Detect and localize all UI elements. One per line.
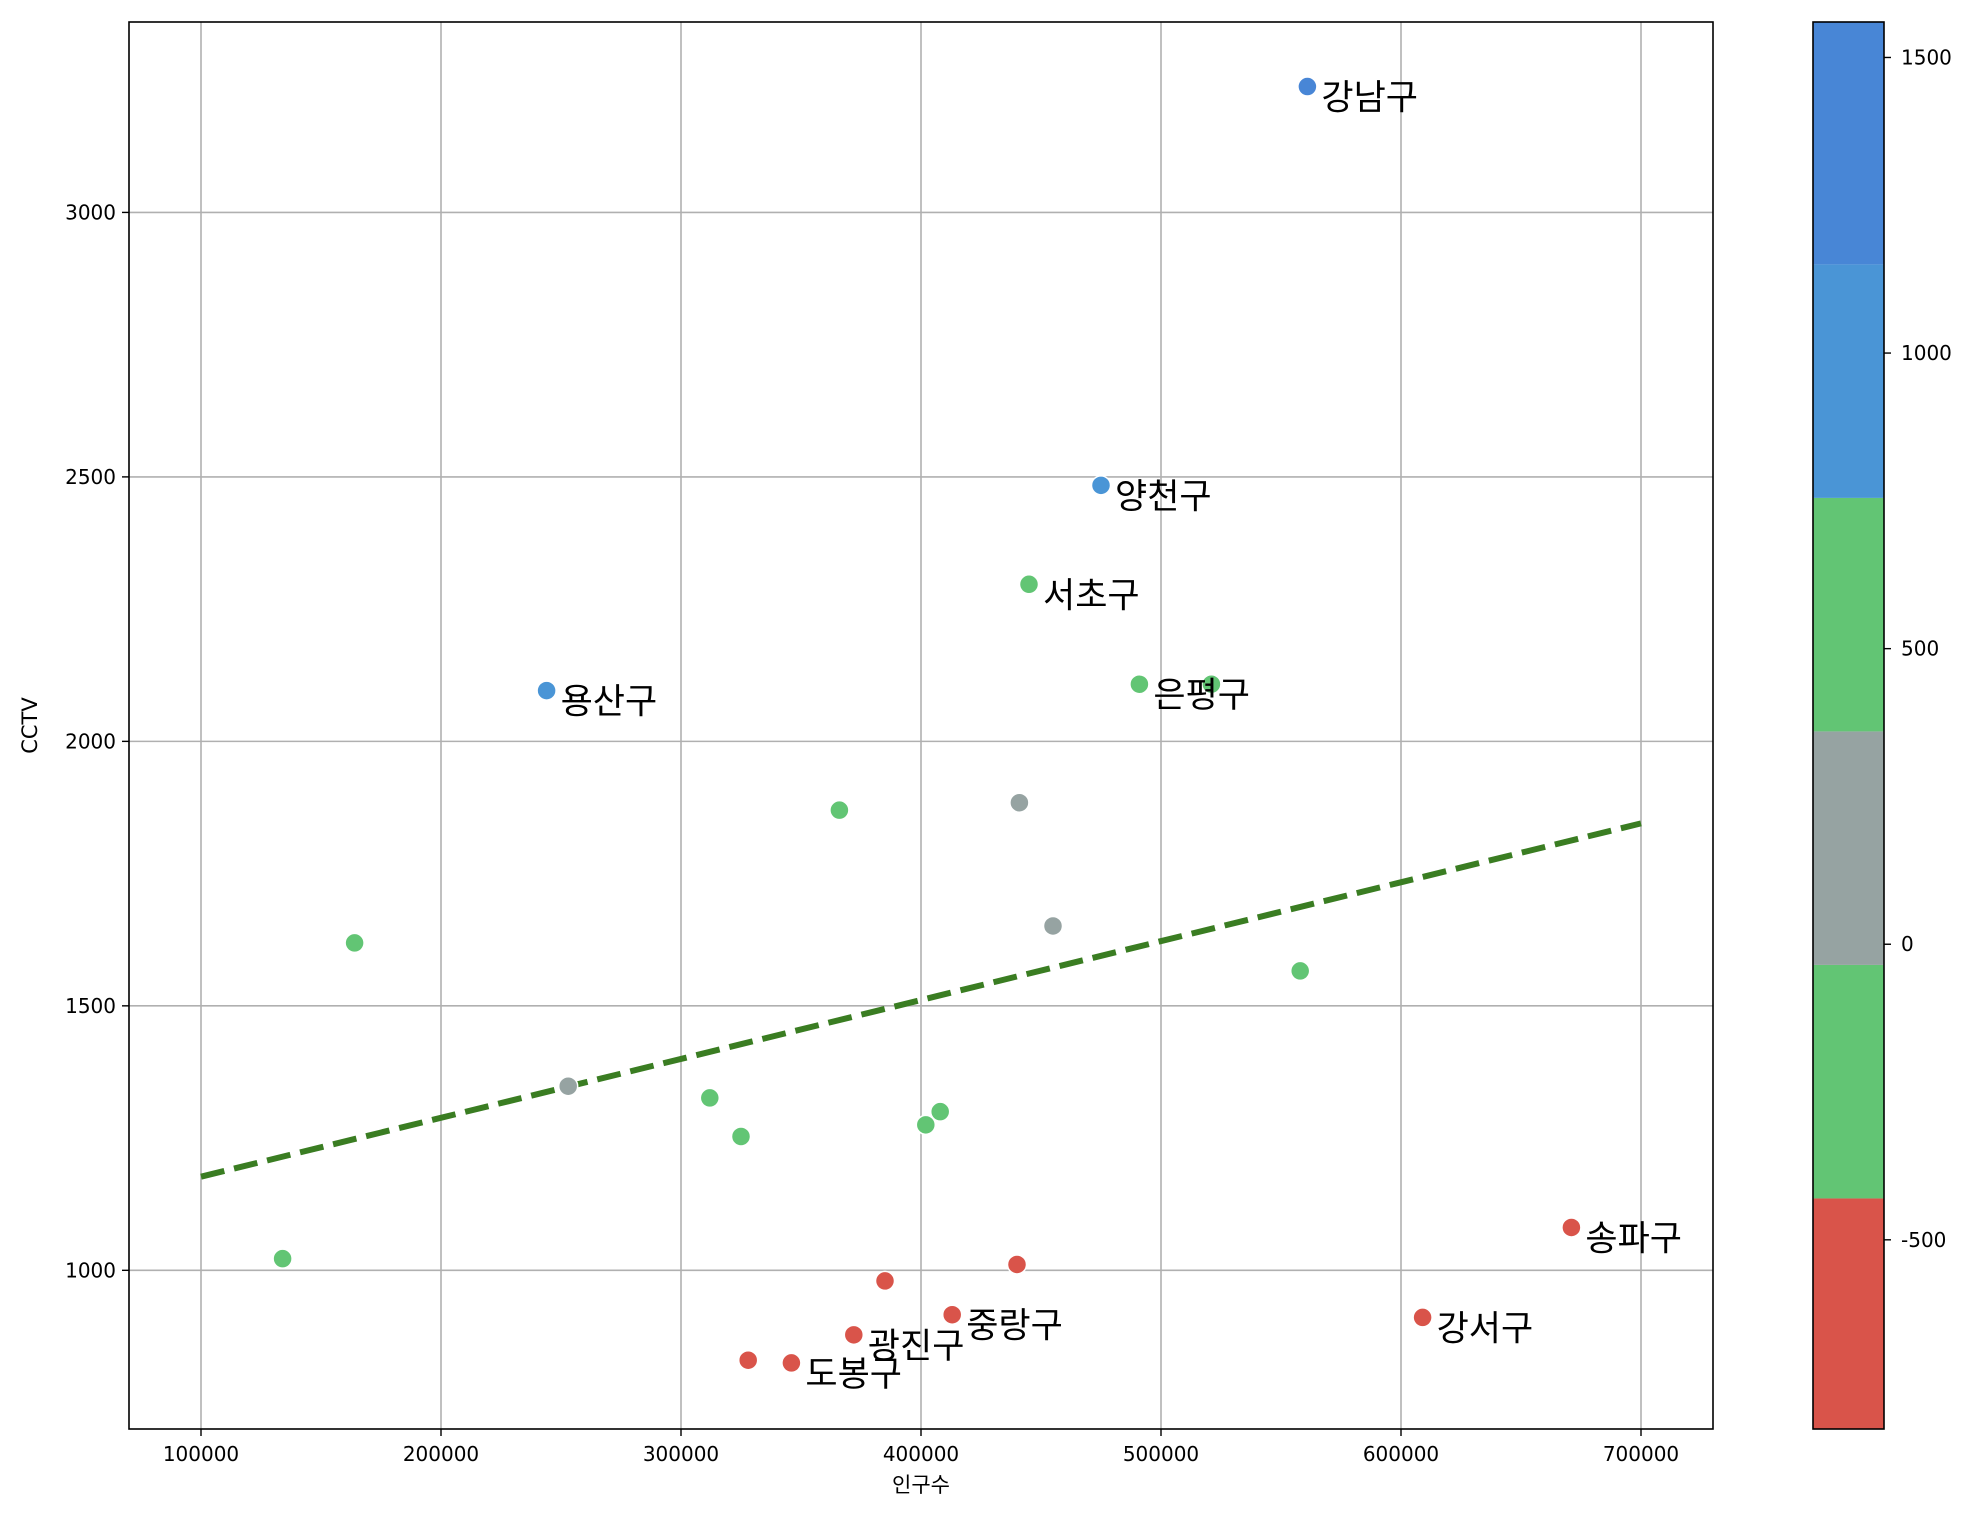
data-point [730, 1126, 752, 1147]
data-point [536, 680, 557, 701]
colorbar-band [1813, 1198, 1884, 1429]
colorbar-tick-label: -500 [1901, 1228, 1946, 1252]
point-label: 중랑구 [966, 1307, 1063, 1347]
colorbar-tick-label: 1000 [1901, 341, 1952, 365]
data-point [915, 1114, 937, 1136]
point-label: 강남구 [1321, 79, 1418, 119]
x-axis-label: 인구수 [892, 1473, 950, 1497]
x-tick-label: 300000 [643, 1442, 719, 1466]
colorbar-band [1813, 497, 1884, 732]
x-tick-label: 200000 [403, 1442, 479, 1466]
y-tick-label: 2000 [65, 729, 116, 753]
data-point [737, 1349, 759, 1371]
colorbar-band [1813, 22, 1884, 265]
data-point [1412, 1307, 1433, 1328]
data-point [272, 1248, 293, 1269]
data-point [941, 1304, 963, 1325]
point-label: 송파구 [1585, 1219, 1682, 1259]
data-point [1042, 915, 1064, 937]
data-point [557, 1075, 579, 1097]
data-point [829, 799, 850, 821]
point-label: 광진구 [868, 1327, 965, 1367]
point-label: 도봉구 [805, 1355, 902, 1395]
y-axis-ticks: 1000 1500 2000 2500 3000 [65, 200, 129, 1282]
data-point [1297, 76, 1318, 97]
colorbar-band [1813, 731, 1884, 965]
data-point [843, 1324, 865, 1346]
y-tick-label: 3000 [65, 200, 116, 224]
data-point [1018, 574, 1040, 595]
data-point [344, 932, 365, 954]
data-point [929, 1101, 951, 1122]
data-point [1129, 673, 1150, 695]
data-points [272, 76, 1582, 1374]
data-point [1289, 960, 1311, 982]
x-axis-ticks: 100000 200000 300000 400000 500000 600000 7000… [163, 1429, 1679, 1466]
colorbar-band [1813, 964, 1884, 1199]
colorbar-ticks: 1500 1000 500 0 -500 [1884, 45, 1952, 1252]
y-tick-label: 1000 [65, 1258, 116, 1282]
y-axis-label: CCTV [18, 697, 42, 754]
x-tick-label: 400000 [883, 1442, 959, 1466]
colorbar-frame [1812, 21, 1885, 1430]
point-label: 은평구 [1153, 676, 1250, 716]
point-label: 용산구 [561, 683, 658, 723]
data-point [1201, 673, 1222, 695]
data-point [1009, 792, 1030, 813]
colorbar-band [1813, 264, 1884, 498]
data-point [699, 1087, 721, 1109]
colorbar-tick-label: 1500 [1901, 45, 1952, 69]
colorbar-tick-label: 500 [1901, 637, 1939, 661]
data-point [1090, 475, 1112, 496]
point-label: 강서구 [1437, 1309, 1534, 1349]
x-tick-label: 100000 [163, 1442, 239, 1466]
x-tick-label: 700000 [1603, 1442, 1679, 1466]
y-tick-label: 1500 [65, 994, 116, 1018]
data-point [1561, 1217, 1582, 1238]
colorbar [1812, 21, 1885, 1430]
colorbar-tick-label: 0 [1901, 932, 1914, 956]
point-label: 서초구 [1043, 576, 1140, 616]
data-point [781, 1352, 802, 1374]
y-tick-label: 2500 [65, 465, 116, 489]
data-point [1006, 1254, 1028, 1275]
data-point [874, 1270, 896, 1292]
x-tick-label: 500000 [1123, 1442, 1199, 1466]
grid [129, 22, 1713, 1429]
trend-line [200, 820, 1642, 1180]
point-label: 양천구 [1115, 477, 1212, 517]
trend-line-segment [200, 820, 1642, 1180]
x-tick-label: 600000 [1363, 1442, 1439, 1466]
